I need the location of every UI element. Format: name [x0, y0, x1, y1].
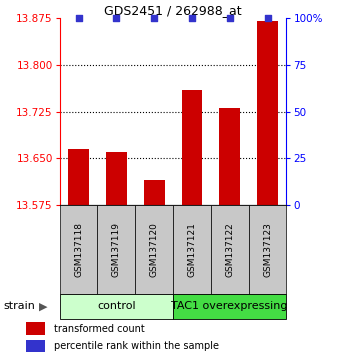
Bar — [98, 205, 135, 294]
Bar — [26, 340, 45, 352]
Point — [265, 15, 270, 21]
Text: GSM137122: GSM137122 — [225, 222, 234, 277]
Bar — [60, 205, 98, 294]
Text: control: control — [97, 301, 136, 311]
Bar — [68, 149, 89, 205]
Text: GSM137121: GSM137121 — [188, 222, 196, 277]
Point — [227, 15, 233, 21]
Point — [151, 15, 157, 21]
Bar — [144, 180, 165, 205]
Text: TAC1 overexpressing: TAC1 overexpressing — [172, 301, 288, 311]
Text: percentile rank within the sample: percentile rank within the sample — [55, 341, 219, 351]
Bar — [181, 90, 202, 205]
Bar — [106, 152, 127, 205]
Text: transformed count: transformed count — [55, 324, 145, 333]
Point — [114, 15, 119, 21]
Text: ▶: ▶ — [39, 301, 48, 311]
Bar — [26, 322, 45, 335]
Text: GSM137119: GSM137119 — [112, 222, 121, 277]
Bar — [257, 21, 278, 205]
Point — [189, 15, 195, 21]
Bar — [173, 294, 286, 319]
Text: GSM137120: GSM137120 — [150, 222, 159, 277]
Text: GSM137118: GSM137118 — [74, 222, 83, 277]
Bar — [211, 205, 249, 294]
Bar — [135, 205, 173, 294]
Bar — [219, 108, 240, 205]
Text: strain: strain — [3, 301, 35, 311]
Bar — [249, 205, 286, 294]
Point — [76, 15, 81, 21]
Text: GSM137123: GSM137123 — [263, 222, 272, 277]
Bar — [60, 294, 173, 319]
Bar — [173, 205, 211, 294]
Title: GDS2451 / 262988_at: GDS2451 / 262988_at — [104, 4, 242, 17]
